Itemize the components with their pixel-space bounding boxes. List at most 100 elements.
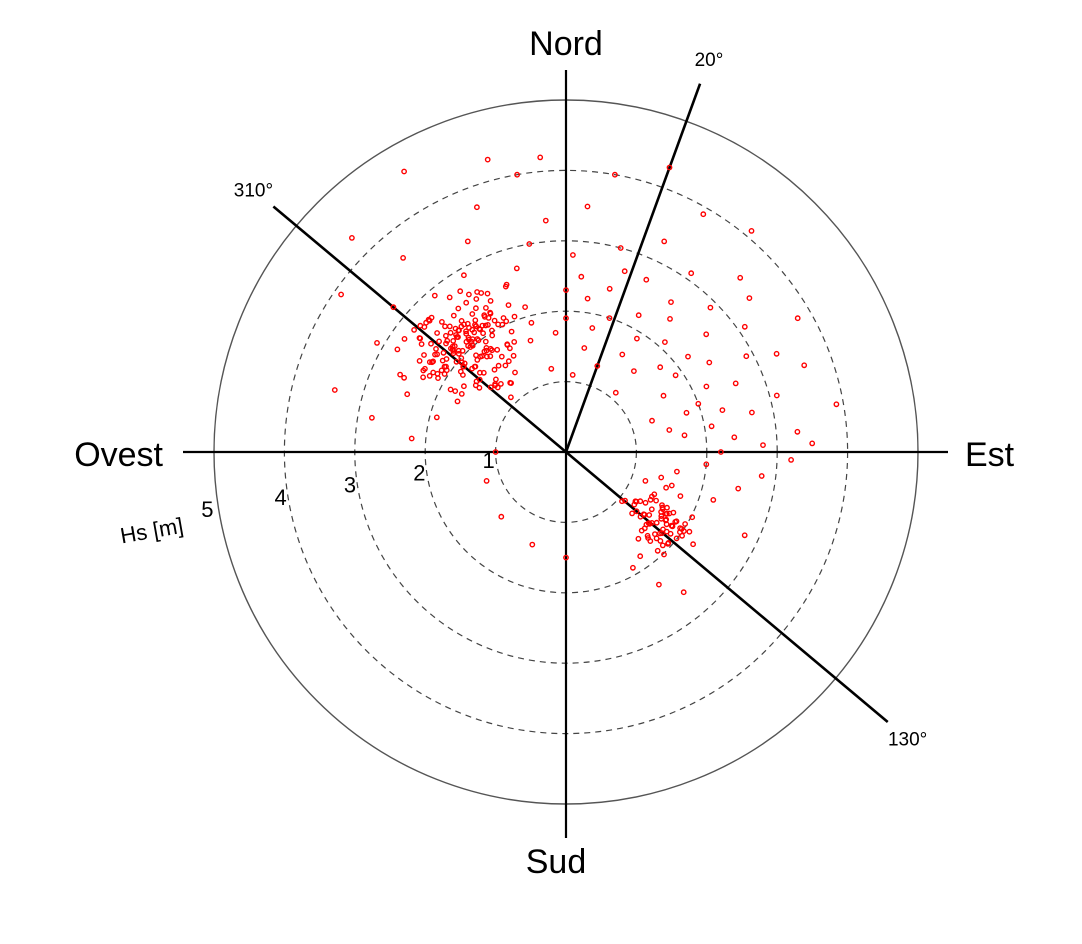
data-point: [452, 388, 459, 394]
data-point: [483, 477, 490, 484]
data-point: [690, 541, 696, 548]
data-point: [703, 331, 710, 338]
data-point: [473, 296, 480, 302]
data-point: [446, 323, 453, 330]
data-point: [635, 312, 642, 319]
data-point: [505, 302, 512, 308]
ring-label-2: 2: [413, 460, 425, 485]
data-point: [528, 319, 535, 326]
data-point: [662, 339, 668, 345]
data-point: [656, 581, 662, 588]
data-point: [458, 359, 465, 366]
data-point: [503, 318, 510, 325]
data-point: [710, 496, 717, 503]
data-point: [505, 358, 512, 365]
data-point: [660, 526, 666, 533]
data-point: [443, 363, 449, 370]
data-point: [480, 330, 486, 337]
data-point: [794, 315, 801, 322]
data-point: [677, 493, 684, 499]
data-point: [433, 345, 439, 352]
data-point: [442, 323, 448, 330]
data-point: [457, 368, 464, 375]
data-point: [667, 315, 673, 322]
data-point: [484, 290, 491, 297]
direction-line-310: [272, 205, 567, 453]
data-point: [527, 337, 534, 344]
data-point: [653, 519, 660, 526]
data-point: [483, 353, 490, 360]
data-point: [450, 337, 457, 344]
data-point: [741, 532, 748, 539]
data-point: [666, 427, 673, 433]
data-point: [498, 353, 505, 360]
data-point: [663, 511, 669, 517]
data-point: [563, 315, 569, 322]
data-point: [619, 351, 626, 358]
data-point: [563, 287, 569, 293]
data-point: [455, 334, 461, 340]
data-point: [331, 387, 338, 393]
label-west: Ovest: [74, 436, 163, 474]
data-point: [469, 336, 476, 342]
direction-label-130: 130°: [888, 730, 927, 751]
label-east: Est: [965, 436, 1015, 474]
data-point: [707, 304, 714, 311]
data-point: [472, 321, 478, 328]
data-point: [438, 367, 445, 374]
data-point: [663, 484, 669, 491]
ring-label-1: 1: [483, 448, 495, 473]
data-point: [695, 400, 702, 407]
data-point: [522, 304, 528, 310]
data-point: [492, 382, 498, 389]
data-point: [657, 538, 664, 544]
data-point: [629, 510, 635, 517]
data-point: [469, 342, 476, 348]
data-point: [401, 374, 407, 381]
data-point: [619, 498, 625, 505]
data-point: [444, 337, 451, 344]
data-point: [612, 171, 618, 178]
data-point: [708, 423, 715, 430]
data-point: [374, 339, 380, 346]
data-point: [637, 553, 644, 560]
data-point: [488, 327, 495, 334]
data-point: [731, 434, 738, 441]
data-point: [497, 380, 504, 387]
data-point: [465, 291, 472, 298]
data-point: [657, 364, 664, 371]
data-point: [788, 456, 794, 463]
data-point: [401, 335, 408, 342]
data-point: [430, 358, 436, 365]
data-point: [683, 409, 690, 416]
data-point: [653, 497, 659, 504]
data-point: [661, 238, 668, 245]
data-point: [491, 366, 498, 373]
data-point: [743, 353, 750, 360]
data-point: [645, 520, 652, 526]
data-point: [658, 515, 665, 522]
data-point: [513, 265, 520, 272]
data-point: [674, 468, 680, 475]
data-point: [700, 211, 707, 218]
data-point: [647, 496, 654, 503]
data-point: [569, 371, 576, 378]
radial-axis-title: Hs [m]: [118, 513, 185, 549]
data-point: [495, 321, 501, 328]
data-point: [428, 340, 434, 347]
data-point: [735, 485, 742, 492]
data-point: [749, 409, 755, 416]
data-point: [458, 390, 465, 397]
data-point: [654, 547, 661, 554]
data-point: [455, 305, 462, 312]
data-point: [492, 376, 499, 383]
data-point: [411, 326, 417, 333]
data-point: [482, 338, 489, 345]
data-point: [642, 499, 649, 506]
data-point: [421, 365, 428, 372]
data-point: [408, 435, 415, 442]
data-point: [472, 317, 479, 324]
data-point: [635, 535, 642, 542]
data-point: [669, 523, 675, 529]
